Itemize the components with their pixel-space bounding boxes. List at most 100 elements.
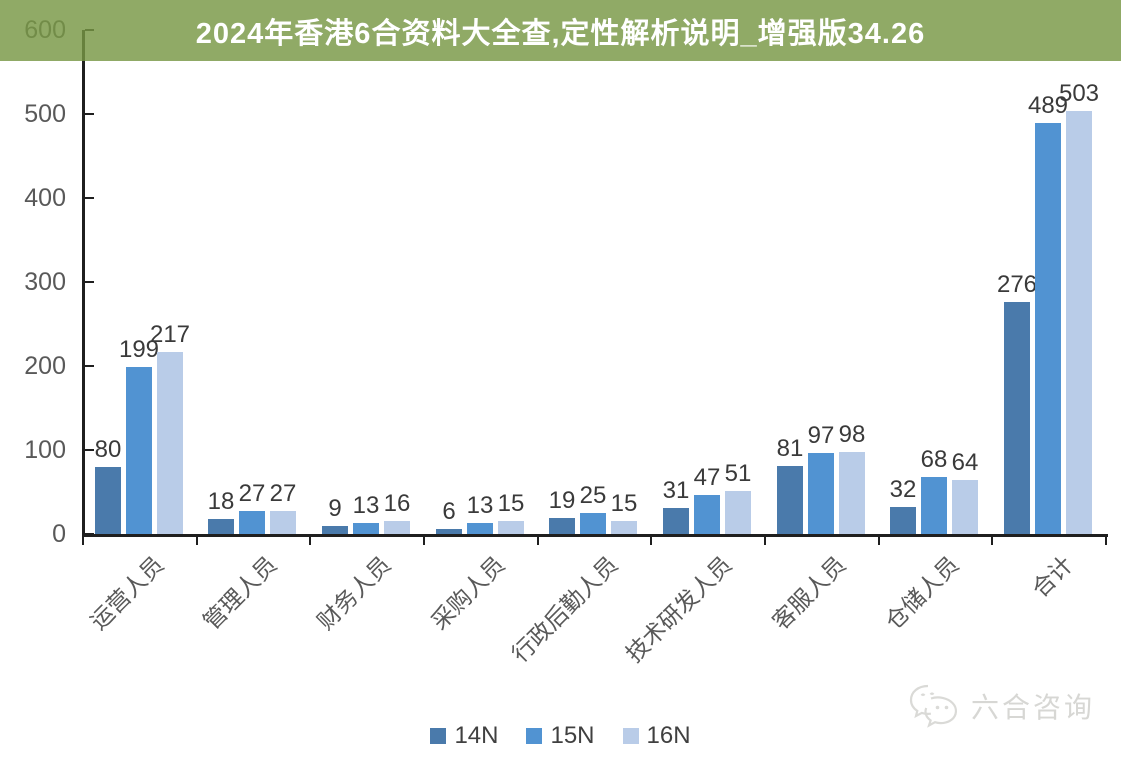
bar-value-label: 97 [807,422,835,449]
legend-swatch-icon [526,728,543,744]
bar-value-label: 16 [383,490,411,517]
watermark: 六合咨询 [905,681,1095,731]
bar-15n-3 [353,523,379,534]
bar-value-label: 32 [889,476,917,503]
y-axis-line [82,30,85,537]
x-axis-line [82,534,1108,537]
y-axis-tick-label: 100 [24,436,66,464]
bar-16n-4 [498,521,524,534]
legend-label: 16N [646,722,691,749]
bar-value-label: 19 [548,487,576,514]
bar-15n-7 [808,453,834,534]
bar-16n-6 [725,491,751,534]
bar-value-label: 47 [693,464,721,491]
bar-16n-5 [611,521,637,534]
bar-15n-1 [126,367,152,534]
y-axis-tick-label: 300 [24,268,66,296]
legend-swatch-icon [622,728,639,744]
bar-16n-3 [384,521,410,534]
bar-16n-9 [1066,111,1092,534]
x-category-label: 运营人员 [85,551,169,635]
bar-14n-9 [1004,302,1030,534]
bar-15n-2 [239,511,265,534]
bar-value-label: 489 [1027,92,1069,119]
x-axis-tick [536,537,539,545]
x-category-label: 合计 [1026,551,1078,603]
bar-14n-3 [322,526,348,534]
bar-value-label: 81 [776,435,804,462]
bar-value-label: 199 [118,336,160,363]
bar-value-label: 6 [442,498,456,525]
bar-value-label: 13 [466,492,494,519]
bar-15n-9 [1035,123,1061,534]
bar-16n-8 [952,480,978,534]
legend-item-15n: 15N [526,722,595,750]
bar-14n-7 [777,466,803,534]
bar-value-label: 31 [662,477,690,504]
x-axis-tick [991,537,994,545]
bar-value-label: 276 [996,271,1038,298]
y-axis-tick [85,281,94,283]
bar-14n-1 [95,467,121,534]
x-axis-tick [82,537,84,545]
watermark-text: 六合咨询 [970,692,1095,723]
x-category-label: 技术研发人员 [620,551,737,668]
bar-value-label: 25 [579,482,607,509]
bar-value-label: 9 [328,495,342,522]
y-axis-tick-label: 0 [52,520,66,548]
x-axis-tick [195,537,198,545]
banner-overlay: 2024年香港6合资料大全查,定性解析说明_增强版34.26 [0,0,1121,61]
bar-value-label: 15 [610,490,638,517]
x-axis-tick [877,537,880,545]
x-category-label: 财务人员 [312,551,396,635]
y-axis-tick [85,365,94,367]
bar-value-label: 15 [497,490,525,517]
legend-label: 14N [454,722,499,749]
x-axis-tick [763,537,766,545]
bar-value-label: 51 [724,460,752,487]
x-axis-tick [422,537,425,545]
x-category-label: 采购人员 [425,551,510,635]
bar-14n-2 [208,519,234,534]
bar-14n-8 [890,507,916,534]
bar-14n-5 [549,518,575,534]
bar-value-label: 18 [207,488,235,515]
bar-value-label: 68 [920,446,948,473]
bar-14n-4 [436,529,462,534]
bar-16n-2 [270,511,296,534]
x-axis-tick [1104,537,1107,545]
bar-value-label: 217 [149,321,191,348]
bar-14n-6 [663,508,689,534]
legend-item-14n: 14N [430,722,498,750]
banner-text: 2024年香港6合资料大全查,定性解析说明_增强版34.26 [195,17,926,50]
y-axis-tick-label: 200 [24,352,66,380]
x-axis-tick [309,537,312,545]
x-axis-tick [650,537,653,545]
bar-16n-7 [839,452,865,534]
y-axis-tick [85,449,94,451]
legend: 14N 15N 16N [0,721,1121,751]
legend-swatch-icon [430,728,447,744]
bar-16n-1 [157,352,183,534]
y-axis-tick [85,197,94,199]
legend-item-16n: 16N [622,722,691,750]
bar-value-label: 13 [352,492,380,519]
y-axis-tick [85,533,94,535]
x-category-label: 客服人员 [766,551,851,635]
y-axis-tick-label: 500 [24,100,66,128]
x-category-label: 行政后勤人员 [507,551,624,668]
bar-value-label: 27 [269,480,297,507]
x-category-label: 管理人员 [198,551,283,635]
bar-15n-8 [921,477,947,534]
bar-value-label: 80 [94,436,122,463]
bar-15n-4 [467,523,493,534]
bar-value-label: 503 [1058,80,1100,107]
y-axis-tick [85,113,94,115]
bar-15n-6 [694,495,720,534]
bar-value-label: 27 [238,480,266,507]
wechat-chat-bubbles-icon [909,684,958,728]
bar-value-label: 98 [838,421,866,448]
bar-15n-5 [580,513,606,534]
x-category-label: 仓储人员 [880,551,965,635]
